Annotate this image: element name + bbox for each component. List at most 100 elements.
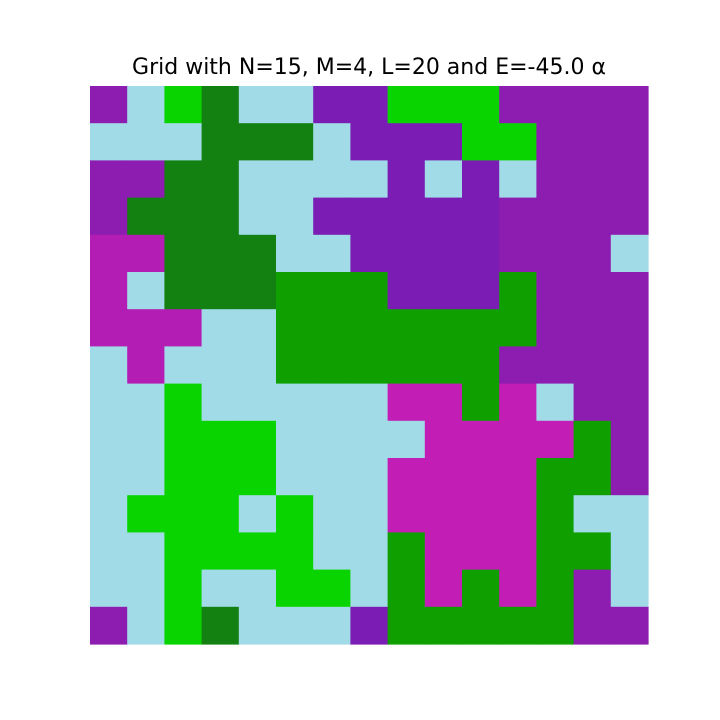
heatmap-cell-r12-c6 [313, 532, 351, 571]
heatmap-cell-r0-c4 [238, 86, 277, 124]
heatmap-cell-r3-c3 [201, 197, 240, 236]
heatmap-cell-r14-c7 [350, 606, 389, 645]
heatmap-cell-r1-c3 [201, 123, 240, 161]
heatmap-cell-r3-c2 [164, 197, 203, 236]
heatmap-cell-r2-c8 [387, 160, 426, 199]
heatmap-cell-r10-c11 [499, 458, 537, 496]
heatmap-cell-r14-c13 [573, 606, 612, 645]
heatmap-cell-r0-c10 [462, 86, 500, 124]
heatmap-cell-r1-c1 [127, 123, 165, 161]
heatmap-cell-r8-c2 [164, 383, 203, 422]
heatmap-cell-r4-c12 [536, 234, 575, 273]
heatmap-cell-r13-c3 [201, 569, 240, 608]
heatmap-cell-r1-c6 [313, 123, 351, 161]
heatmap-cell-r10-c3 [201, 458, 240, 496]
heatmap-cell-r7-c13 [573, 346, 612, 385]
heatmap-cell-r4-c5 [276, 234, 314, 273]
heatmap-cell-r11-c6 [313, 495, 351, 533]
heatmap-cell-r0-c8 [387, 86, 426, 124]
heatmap-cell-r14-c4 [238, 606, 277, 645]
heatmap-cell-r2-c14 [610, 160, 649, 199]
heatmap-cell-r11-c3 [201, 495, 240, 533]
heatmap-cell-r14-c11 [499, 606, 537, 645]
heatmap-cell-r12-c11 [499, 532, 537, 571]
heatmap-cell-r14-c0 [90, 606, 128, 645]
heatmap-cell-r5-c2 [164, 272, 203, 310]
heatmap-cell-r2-c1 [127, 160, 165, 199]
heatmap-cell-r8-c5 [276, 383, 314, 422]
heatmap-cell-r12-c10 [462, 532, 500, 571]
heatmap-cell-r8-c1 [127, 383, 165, 422]
heatmap-cell-r6-c9 [424, 309, 463, 347]
heatmap-cell-r12-c1 [127, 532, 165, 571]
heatmap-cell-r6-c5 [276, 309, 314, 347]
heatmap-cell-r11-c4 [238, 495, 277, 533]
heatmap-cell-r3-c0 [90, 197, 128, 236]
heatmap-cell-r0-c9 [424, 86, 463, 124]
heatmap-cell-r12-c4 [238, 532, 277, 571]
heatmap-cell-r7-c0 [90, 346, 128, 385]
heatmap-cell-r11-c11 [499, 495, 537, 533]
heatmap-cell-r3-c5 [276, 197, 314, 236]
heatmap-cell-r7-c3 [201, 346, 240, 385]
heatmap-cell-r1-c9 [424, 123, 463, 161]
heatmap-cell-r5-c12 [536, 272, 575, 310]
heatmap-cell-r1-c8 [387, 123, 426, 161]
heatmap-cell-r1-c7 [350, 123, 389, 161]
heatmap-cell-r8-c12 [536, 383, 575, 422]
heatmap-cell-r1-c12 [536, 123, 575, 161]
heatmap-cell-r4-c1 [127, 234, 165, 273]
heatmap-cell-r2-c7 [350, 160, 389, 199]
heatmap-cell-r8-c8 [387, 383, 426, 422]
heatmap-cell-r2-c6 [313, 160, 351, 199]
heatmap-cell-r10-c9 [424, 458, 463, 496]
heatmap-cell-r12-c7 [350, 532, 389, 571]
heatmap-cell-r9-c12 [536, 420, 575, 459]
heatmap-cell-r0-c1 [127, 86, 165, 124]
heatmap-cell-r14-c10 [462, 606, 500, 645]
heatmap-cell-r1-c4 [238, 123, 277, 161]
heatmap-cell-r14-c3 [201, 606, 240, 645]
heatmap-cell-r4-c11 [499, 234, 537, 273]
heatmap-cell-r10-c1 [127, 458, 165, 496]
heatmap-cell-r11-c1 [127, 495, 165, 533]
heatmap-cell-r0-c3 [201, 86, 240, 124]
heatmap-cell-r3-c4 [238, 197, 277, 236]
heatmap-cell-r8-c9 [424, 383, 463, 422]
heatmap-cell-r10-c5 [276, 458, 314, 496]
heatmap-cell-r4-c8 [387, 234, 426, 273]
heatmap-cell-r2-c4 [238, 160, 277, 199]
heatmap-cells [90, 86, 649, 645]
heatmap-cell-r2-c11 [499, 160, 537, 199]
heatmap-cell-r2-c9 [424, 160, 463, 199]
chart-title: Grid with N=15, M=4, L=20 and E=-45.0 α [132, 55, 606, 80]
heatmap-cell-r0-c14 [610, 86, 649, 124]
heatmap-cell-r5-c4 [238, 272, 277, 310]
heatmap-cell-r7-c6 [313, 346, 351, 385]
heatmap-cell-r0-c0 [90, 86, 128, 124]
heatmap-cell-r7-c7 [350, 346, 389, 385]
heatmap-cell-r12-c13 [573, 532, 612, 571]
heatmap-cell-r0-c2 [164, 86, 203, 124]
heatmap-cell-r1-c5 [276, 123, 314, 161]
heatmap-cell-r4-c7 [350, 234, 389, 273]
heatmap-cell-r5-c0 [90, 272, 128, 310]
heatmap-cell-r13-c13 [573, 569, 612, 608]
heatmap-cell-r11-c10 [462, 495, 500, 533]
heatmap-cell-r13-c10 [462, 569, 500, 608]
heatmap-cell-r3-c6 [313, 197, 351, 236]
heatmap-cell-r6-c2 [164, 309, 203, 347]
heatmap-cell-r9-c8 [387, 420, 426, 459]
heatmap-cell-r1-c13 [573, 123, 612, 161]
heatmap-cell-r3-c12 [536, 197, 575, 236]
heatmap-cell-r8-c4 [238, 383, 277, 422]
heatmap-cell-r8-c3 [201, 383, 240, 422]
heatmap-cell-r13-c14 [610, 569, 649, 608]
heatmap-cell-r14-c12 [536, 606, 575, 645]
heatmap-cell-r7-c5 [276, 346, 314, 385]
heatmap-cell-r9-c14 [610, 420, 649, 459]
heatmap-cell-r3-c13 [573, 197, 612, 236]
heatmap-cell-r6-c12 [536, 309, 575, 347]
heatmap-cell-r13-c8 [387, 569, 426, 608]
